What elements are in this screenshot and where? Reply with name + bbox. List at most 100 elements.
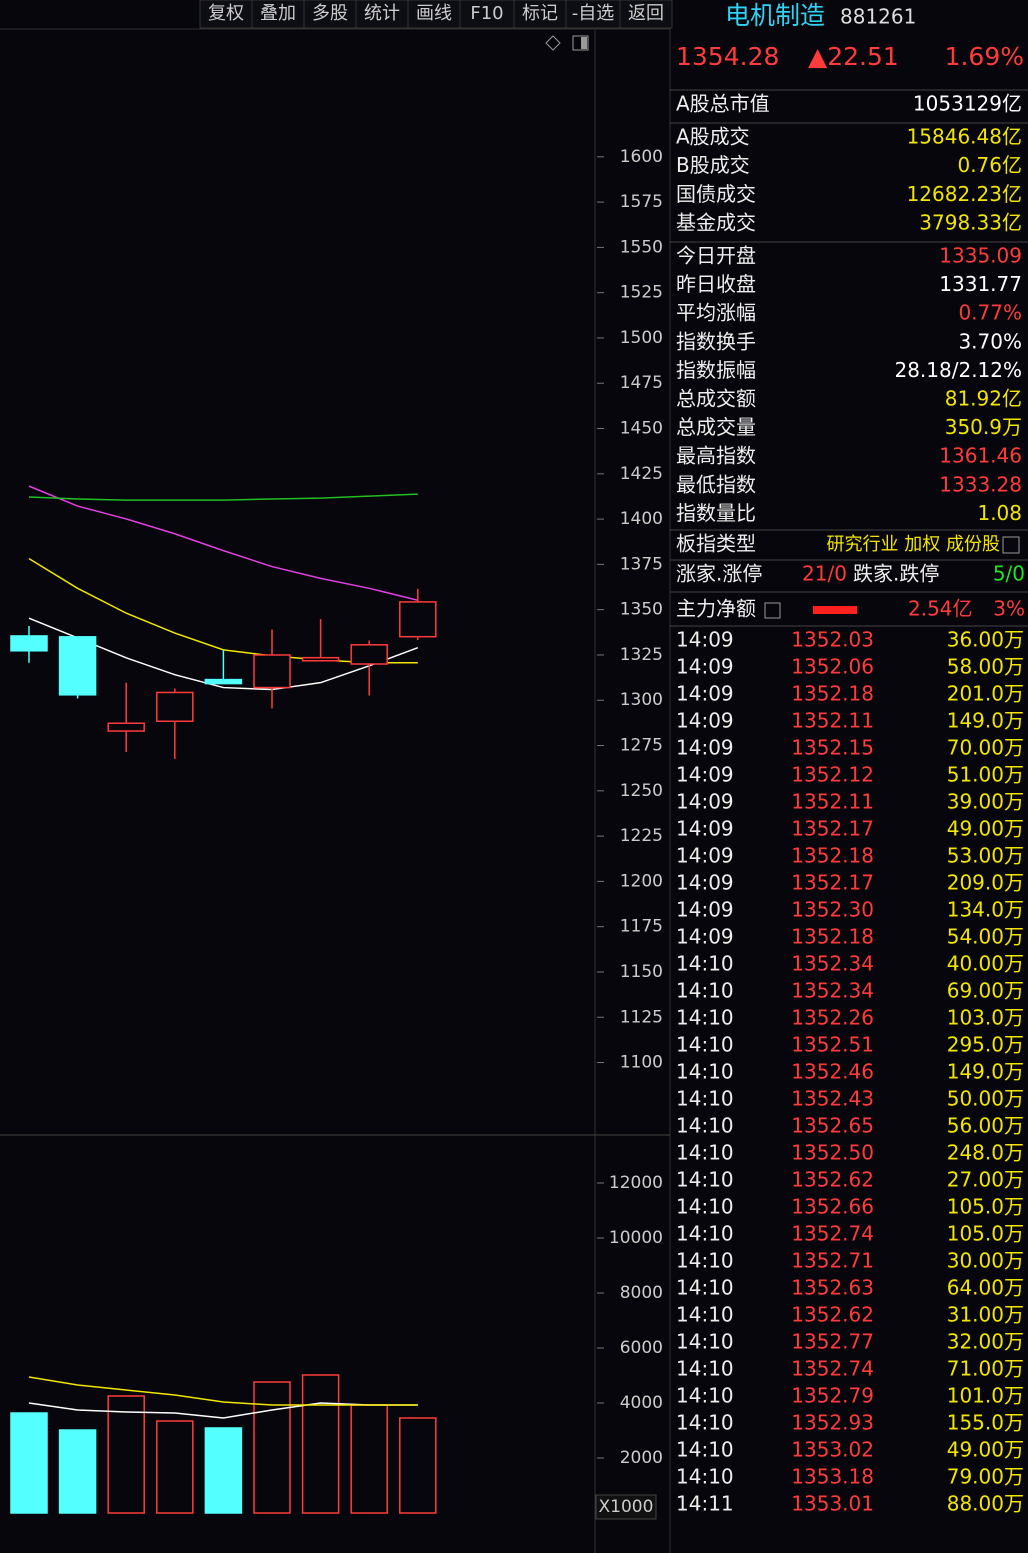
- toolbar-label[interactable]: 多股: [312, 3, 348, 24]
- unit-label: X1000: [599, 1497, 654, 1517]
- toolbar-label[interactable]: 叠加: [260, 3, 296, 24]
- trade-time: 14:10: [676, 1033, 734, 1057]
- candle-body: [156, 691, 194, 723]
- trade-time: 14:10: [676, 1303, 734, 1327]
- quote-label: 最低指数: [676, 472, 756, 496]
- candle-body: [58, 636, 97, 696]
- trade-time: 14:09: [676, 736, 734, 760]
- quote-value: 3.70%: [958, 329, 1022, 353]
- stock-name: 电机制造: [725, 1, 825, 30]
- toolbar-button[interactable]: [459, 0, 515, 29]
- trade-volume: 54.00万: [947, 925, 1024, 949]
- quote-label: 最高指数: [676, 444, 756, 468]
- quote-value: 350.9万: [945, 415, 1022, 439]
- y-tick-label: 1500: [620, 328, 663, 348]
- volume-average: [28, 1376, 418, 1406]
- toolbar-label[interactable]: F10: [470, 3, 503, 24]
- change-pct: 1.69%: [945, 42, 1024, 71]
- trade-price: 1352.46: [791, 1060, 874, 1084]
- quote-label: A股成交: [676, 125, 750, 149]
- trade-price: 1353.02: [791, 1438, 874, 1462]
- trade-volume: 101.0万: [947, 1384, 1024, 1408]
- trade-volume: 103.0万: [947, 1006, 1024, 1030]
- y-tick-label: 1275: [620, 736, 663, 756]
- trade-volume: 39.00万: [947, 790, 1024, 814]
- trade-time: 14:09: [676, 682, 734, 706]
- y-tick-label: 1400: [620, 509, 663, 529]
- trade-price: 1352.62: [791, 1168, 874, 1192]
- flow-pct: 3%: [993, 597, 1025, 621]
- trade-volume: 201.0万: [947, 682, 1024, 706]
- volume-bar: [58, 1429, 97, 1514]
- trade-price: 1352.51: [791, 1033, 874, 1057]
- quote-value: 0.76亿: [957, 153, 1022, 177]
- trade-volume: 149.0万: [947, 709, 1024, 733]
- trade-time: 14:09: [676, 844, 734, 868]
- toolbar-label[interactable]: 标记: [522, 3, 558, 24]
- candle-body: [10, 635, 48, 652]
- trade-volume: 71.00万: [947, 1357, 1024, 1381]
- trade-price: 1352.26: [791, 1006, 874, 1030]
- trade-volume: 88.00万: [947, 1492, 1024, 1516]
- y-tick-label: 12000: [609, 1173, 663, 1193]
- trade-time: 14:10: [676, 1411, 734, 1435]
- y-tick-label: 4000: [620, 1393, 663, 1413]
- trade-volume: 56.00万: [947, 1114, 1024, 1138]
- y-tick-label: 10000: [609, 1228, 663, 1248]
- toolbar-label[interactable]: 返回: [628, 3, 664, 24]
- trade-price: 1352.71: [791, 1249, 874, 1273]
- volume-bar: [204, 1427, 243, 1514]
- unit-box: [595, 1494, 657, 1520]
- toolbar-label[interactable]: 画线: [416, 3, 452, 24]
- quote-value: 1335.09: [939, 244, 1022, 268]
- y-tick-label: 1300: [620, 690, 663, 710]
- quote-label: 指数换手: [676, 329, 756, 353]
- quote-label: 昨日收盘: [676, 272, 756, 296]
- trade-volume: 105.0万: [947, 1222, 1024, 1246]
- trade-time: 14:09: [676, 925, 734, 949]
- trade-time: 14:09: [676, 898, 734, 922]
- sector-value: 研究行业 加权 成份股: [827, 534, 1000, 555]
- trade-volume: 27.00万: [947, 1168, 1024, 1192]
- trade-time: 14:10: [676, 1006, 734, 1030]
- trade-volume: 79.00万: [947, 1465, 1024, 1489]
- candle-body: [107, 722, 145, 732]
- toolbar-button[interactable]: [513, 0, 567, 29]
- down-count: 5/0: [993, 562, 1025, 586]
- toolbar-label[interactable]: 统计: [364, 3, 400, 24]
- toolbar-button[interactable]: [303, 0, 357, 29]
- quote-value: 1333.28: [939, 472, 1022, 496]
- quote-value: 81.92亿: [945, 387, 1022, 411]
- candle-body: [399, 601, 437, 638]
- trade-time: 14:10: [676, 1195, 734, 1219]
- diamond-icon[interactable]: [545, 35, 561, 51]
- trade-price: 1352.93: [791, 1411, 874, 1435]
- trade-price: 1352.79: [791, 1384, 874, 1408]
- trade-price: 1352.62: [791, 1303, 874, 1327]
- menu-icon[interactable]: [1002, 536, 1020, 554]
- trade-time: 14:09: [676, 628, 734, 652]
- toolbar-button[interactable]: [619, 0, 673, 29]
- panel-icon[interactable]: [572, 35, 589, 51]
- trade-volume: 209.0万: [947, 871, 1024, 895]
- trade-price: 1352.06: [791, 655, 874, 679]
- quote-label: B股成交: [676, 153, 750, 177]
- quote-value: 1.08: [977, 501, 1022, 525]
- menu-icon[interactable]: [764, 602, 781, 619]
- trade-price: 1352.03: [791, 628, 874, 652]
- trade-price: 1352.77: [791, 1330, 874, 1354]
- toolbar-label[interactable]: -自选: [572, 3, 615, 24]
- trade-volume: 248.0万: [947, 1141, 1024, 1165]
- trade-volume: 70.00万: [947, 736, 1024, 760]
- trade-price: 1352.34: [791, 952, 874, 976]
- y-tick-label: 1125: [620, 1007, 663, 1027]
- toolbar-button[interactable]: [251, 0, 305, 29]
- quote-value: 28.18/2.12%: [894, 358, 1022, 382]
- quote-label: 板指类型: [676, 532, 756, 556]
- quote-label: 今日开盘: [676, 244, 756, 268]
- toolbar-label[interactable]: 复权: [208, 3, 244, 24]
- quote-value: 15846.48亿: [907, 125, 1022, 149]
- trade-volume: 30.00万: [947, 1249, 1024, 1273]
- trade-volume: 69.00万: [947, 979, 1024, 1003]
